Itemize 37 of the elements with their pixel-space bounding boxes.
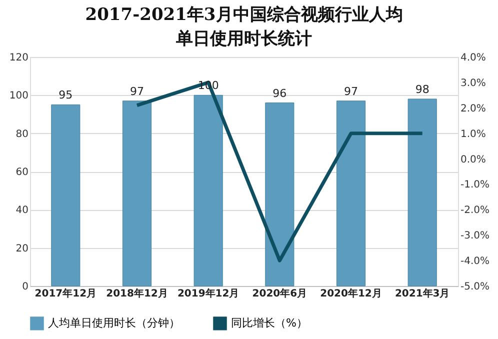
y2-tick-label: 0.0%	[460, 154, 486, 166]
data-label: 96	[272, 86, 287, 100]
y2-tick-label: -3.0%	[460, 230, 490, 242]
bar	[51, 104, 80, 286]
y2-tick-label: -2.0%	[460, 205, 490, 216]
y2-tick-label: 1.0%	[460, 128, 486, 140]
y-tick-label: 0	[22, 282, 28, 292]
data-label: 95	[58, 88, 73, 102]
legend-label: 同比增长（%）	[231, 316, 308, 330]
chart-title: 2017-2021年3月中国综合视频行业人均单日使用时长统计	[85, 5, 403, 49]
x-tick-label: 2017年12月	[34, 288, 97, 300]
y-tick-label: 60	[16, 167, 28, 178]
x-tick-label: 2020年12月	[320, 288, 382, 300]
bar	[265, 102, 294, 286]
y2-tick-label: 3.0%	[460, 78, 486, 89]
y2-tick-label: -5.0%	[460, 282, 490, 292]
data-label: 98	[415, 82, 430, 96]
bar	[336, 100, 366, 286]
y2-tick-label: -1.0%	[460, 180, 490, 191]
x-tick-label: 2020年6月	[252, 288, 308, 300]
bar	[194, 94, 223, 286]
y-tick-label: 100	[9, 90, 28, 102]
x-tick-label: 2018年12月	[106, 288, 168, 300]
y-tick-label: 40	[16, 205, 28, 216]
y2-tick-label: 2.0%	[460, 103, 486, 114]
x-tick-label: 2019年12月	[177, 288, 240, 300]
y2-tick-label: 4.0%	[460, 52, 486, 64]
x-tick-label: 2021年3月	[394, 288, 450, 300]
data-label: 97	[344, 84, 358, 98]
y2-tick-label: -4.0%	[460, 256, 490, 268]
legend-label: 人均单日使用时长（分钟）	[48, 316, 180, 330]
data-label: 97	[130, 84, 144, 98]
bar	[408, 98, 437, 286]
y-tick-label: 20	[16, 243, 28, 254]
bar	[122, 100, 152, 286]
y-tick-label: 120	[9, 52, 28, 64]
y-tick-label: 80	[16, 128, 28, 140]
